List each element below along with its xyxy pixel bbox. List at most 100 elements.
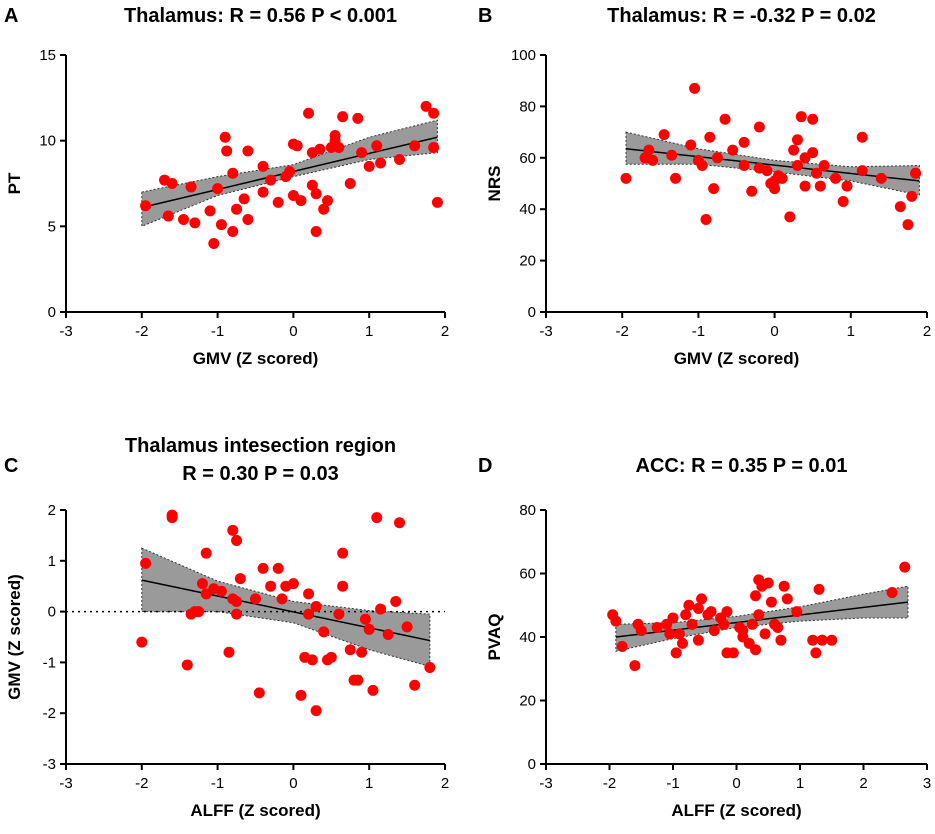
x-axis-label: ALFF (Z scored) (671, 801, 801, 820)
data-point (666, 149, 678, 161)
data-point (284, 166, 296, 178)
x-tick-label: -1 (692, 323, 705, 340)
y-tick-label: -2 (43, 705, 56, 722)
data-point (257, 160, 269, 172)
data-point (189, 217, 201, 229)
y-axis-label: PT (5, 172, 24, 194)
data-point (718, 618, 730, 630)
data-point (356, 646, 368, 658)
data-point (409, 140, 421, 152)
data-point (837, 195, 849, 207)
data-point (136, 636, 148, 648)
data-point (359, 613, 371, 625)
data-point (276, 593, 288, 605)
y-tick-label: 0 (48, 604, 56, 621)
data-point (886, 587, 898, 599)
data-point (265, 174, 277, 186)
data-point (643, 144, 655, 156)
data-point (401, 621, 413, 633)
x-tick-label: 3 (923, 775, 931, 792)
x-tick-label: -1 (666, 775, 679, 792)
data-point (208, 237, 220, 249)
data-point (291, 140, 303, 152)
data-point (322, 195, 334, 207)
data-point (610, 615, 622, 627)
data-point (791, 606, 803, 618)
data-point (177, 213, 189, 225)
y-tick-label: 20 (519, 693, 536, 710)
data-point (295, 689, 307, 701)
data-point (166, 512, 178, 524)
data-point (677, 637, 689, 649)
data-point (253, 687, 265, 699)
x-tick-label: 0 (770, 323, 778, 340)
y-tick-label: 20 (519, 253, 536, 270)
data-point (753, 609, 765, 621)
data-point (337, 111, 349, 123)
x-tick-label: 2 (441, 775, 449, 792)
x-tick-label: 2 (441, 323, 449, 340)
data-point (227, 167, 239, 179)
data-point (185, 181, 197, 193)
y-tick-label: 60 (519, 566, 536, 583)
data-point (673, 628, 685, 640)
regression-line (615, 601, 909, 638)
data-point (352, 112, 364, 124)
y-tick-label: 60 (519, 150, 536, 167)
x-tick-label: -2 (135, 775, 148, 792)
data-point (272, 196, 284, 208)
x-tick-label: 0 (289, 775, 297, 792)
data-point (778, 580, 790, 592)
data-point (231, 534, 243, 546)
panel-label: D (478, 455, 492, 477)
data-point (212, 183, 224, 195)
confidence-band (625, 131, 920, 196)
data-point (772, 621, 784, 633)
data-point (215, 219, 227, 231)
data-point (318, 203, 330, 215)
data-point (708, 183, 720, 195)
data-point (727, 144, 739, 156)
panel-a: A Thalamus: R = 0.56 P < 0.001 -3 -2 -1 0 1 2 0 5… (4, 5, 449, 368)
x-tick-label: -3 (539, 775, 552, 792)
data-point (314, 143, 326, 155)
data-point (265, 580, 277, 592)
data-point (719, 113, 731, 125)
data-point (363, 160, 375, 172)
y-tick-label: 100 (511, 47, 536, 64)
data-point (204, 205, 216, 217)
data-point (762, 577, 774, 589)
data-point (375, 157, 387, 169)
y-tick-label: 0 (48, 304, 56, 321)
data-point (711, 152, 723, 164)
data-point (841, 180, 853, 192)
y-tick-label: -1 (43, 654, 56, 671)
data-point (238, 193, 250, 205)
y-tick-label: -3 (43, 756, 56, 773)
data-point (704, 131, 716, 143)
data-point (428, 142, 440, 154)
data-point (303, 608, 315, 620)
chart-title: Thalamus intesection region (125, 435, 396, 457)
data-point (231, 203, 243, 215)
data-point (667, 612, 679, 624)
data-point (769, 183, 781, 195)
x-tick-label: -2 (135, 323, 148, 340)
data-point (227, 225, 239, 237)
y-tick-label: 40 (519, 629, 536, 646)
x-tick-label: -3 (539, 323, 552, 340)
data-point (830, 172, 842, 184)
data-point (765, 596, 777, 608)
data-point (200, 547, 212, 559)
data-point (746, 185, 758, 197)
y-tick-label: 2 (48, 502, 56, 519)
data-point (810, 647, 822, 659)
data-point (670, 647, 682, 659)
chart-title: Thalamus: R = 0.56 P < 0.001 (124, 5, 397, 27)
data-point (257, 562, 269, 574)
data-point (333, 142, 345, 154)
y-tick-label: 40 (519, 201, 536, 218)
data-point (689, 82, 701, 94)
x-tick-label: -1 (211, 323, 224, 340)
y-tick-label: 0 (528, 756, 536, 773)
